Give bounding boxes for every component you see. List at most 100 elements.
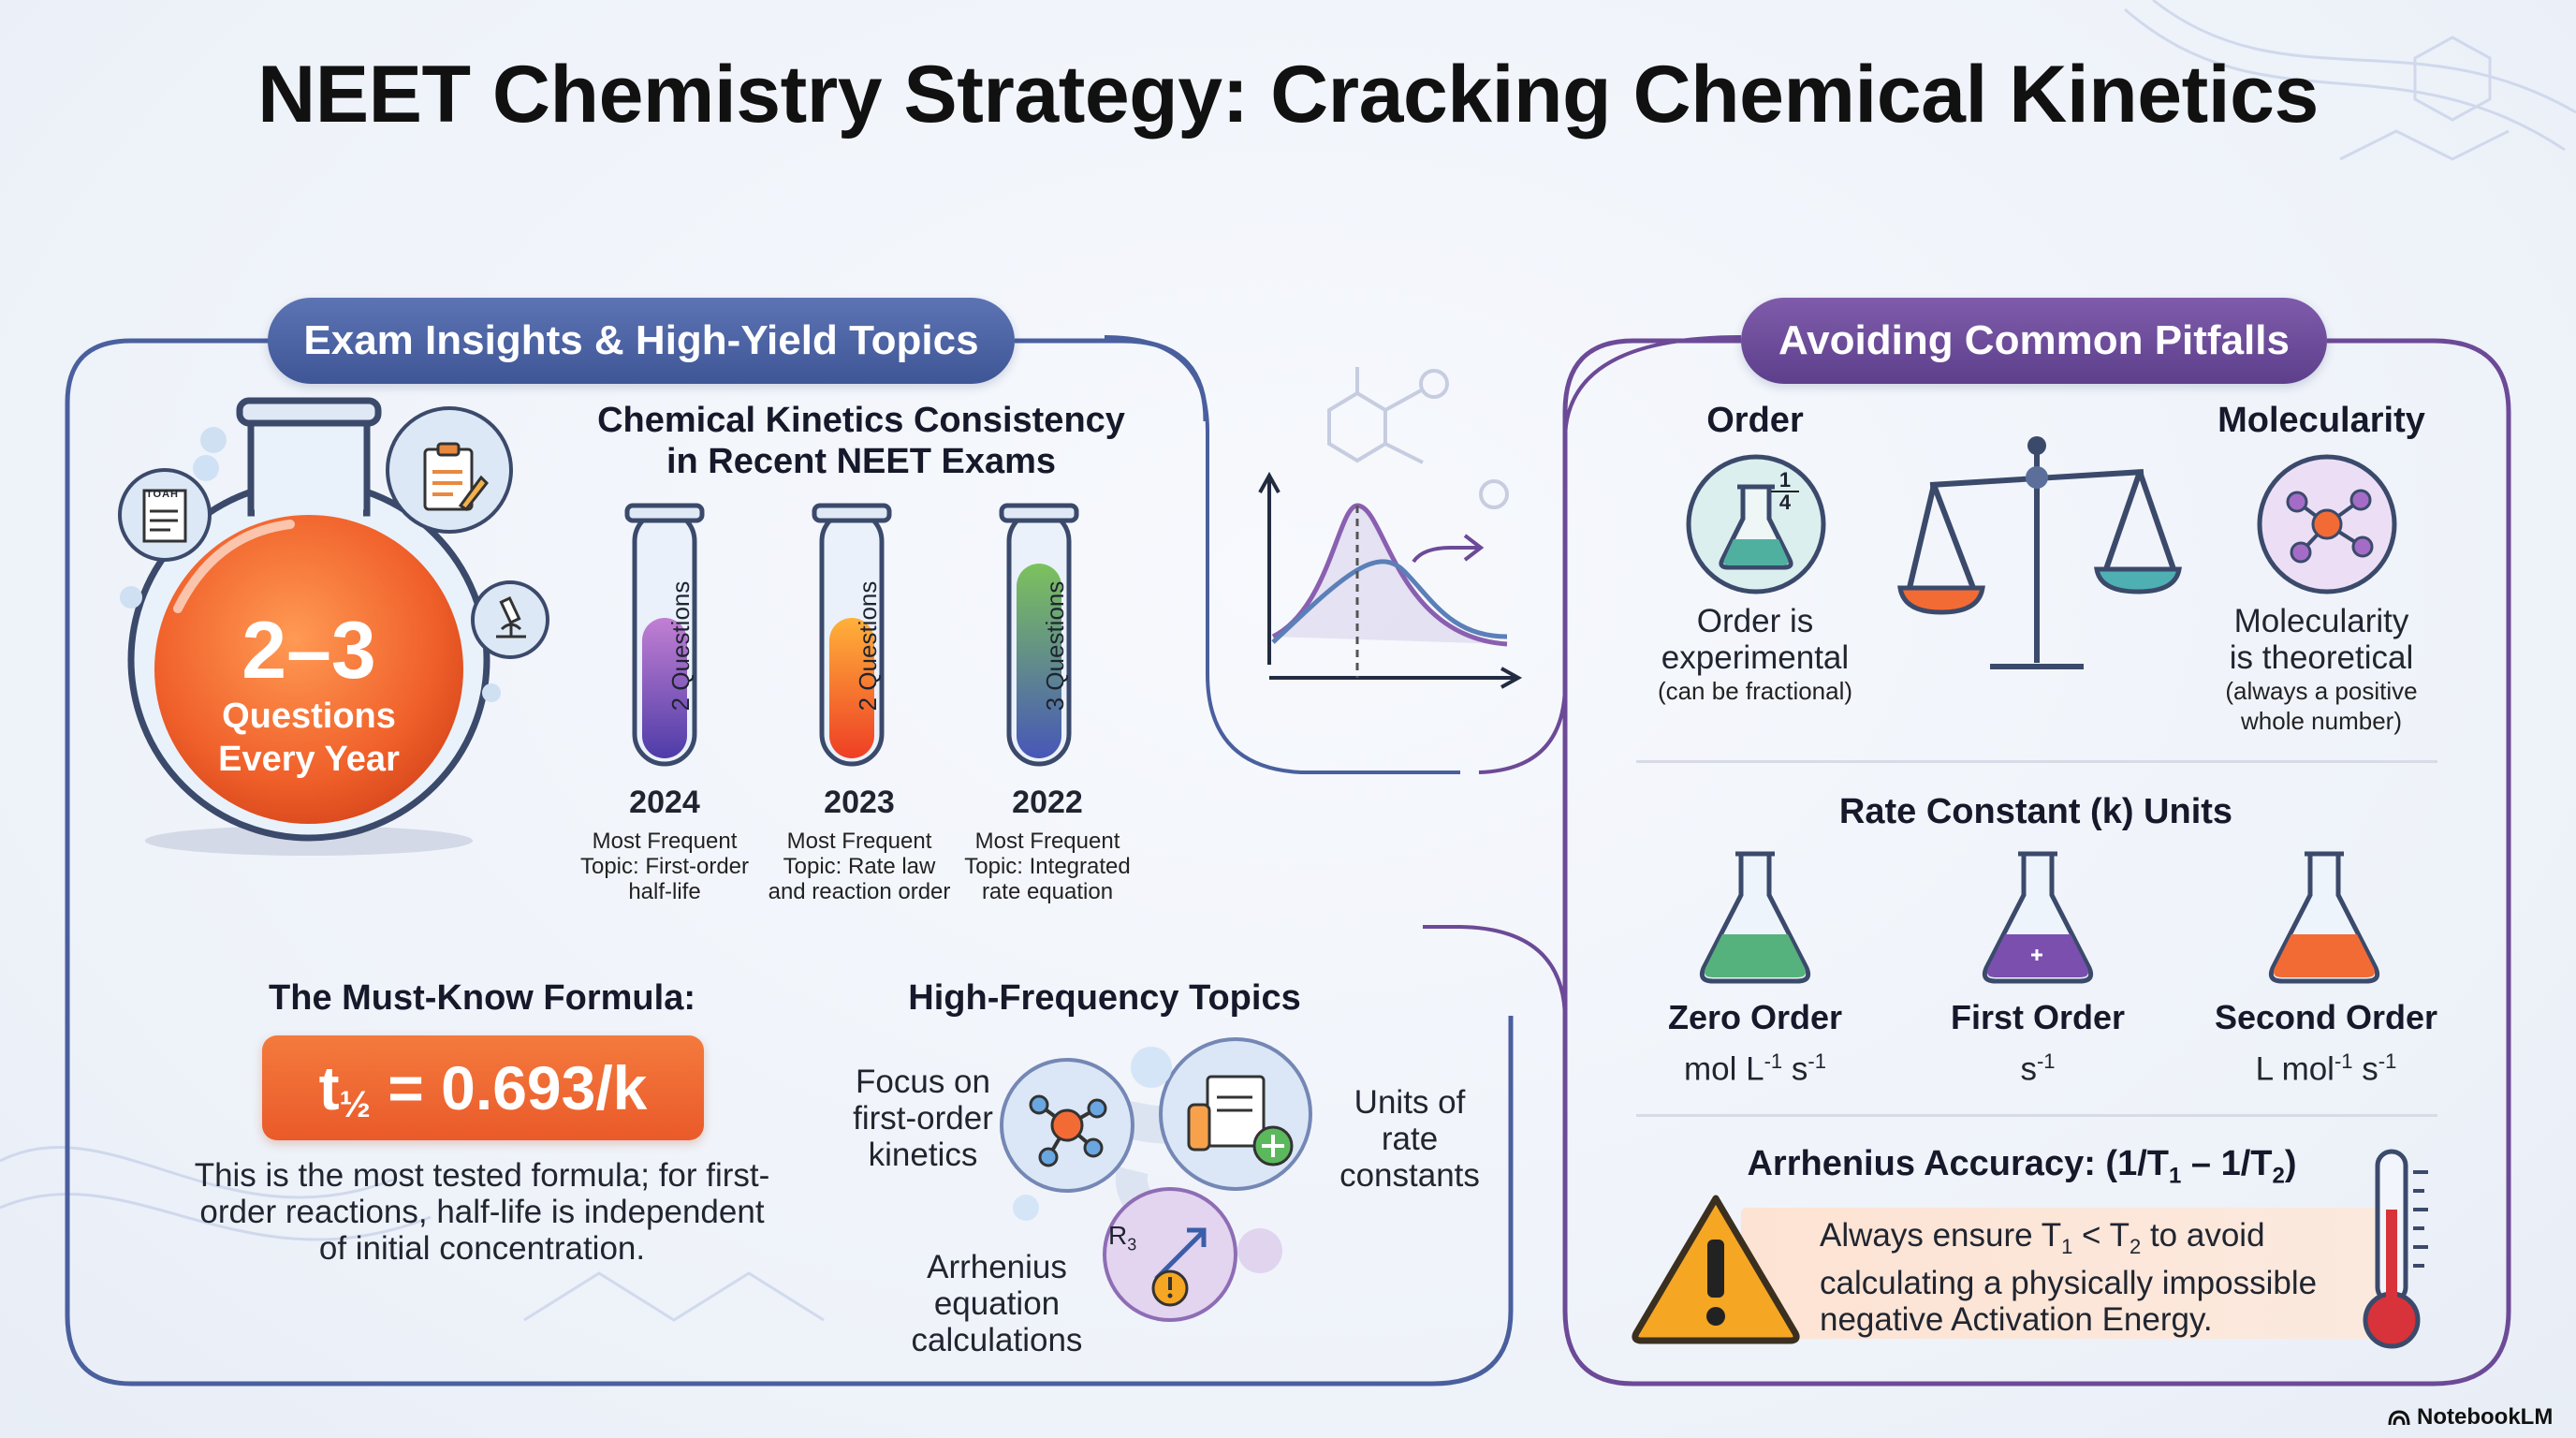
- arrhenius-heading-a: Arrhenius Accuracy: (1/T: [1747, 1144, 2169, 1183]
- formula-desc-line3: of initial concentration.: [318, 1230, 646, 1267]
- topic-units: Units of rate constants: [1307, 1084, 1513, 1194]
- branding: NotebookLM: [2387, 1404, 2574, 1431]
- arrhenius-heading-sub1: 1: [2168, 1163, 2182, 1189]
- topic-bubble-letter: R: [1108, 1221, 1128, 1250]
- order-fraction: 1 4: [1771, 470, 1799, 513]
- arrhenius-heading-c: ): [2284, 1144, 2297, 1183]
- formula-desc-line2: order reactions, half-life is independen…: [199, 1194, 765, 1230]
- first-order-s1: -1: [2036, 1049, 2056, 1073]
- formula-half-subscript: ½: [339, 1083, 371, 1125]
- tube-2024-year: 2024: [629, 785, 700, 820]
- formula-heading: The Must-Know Formula:: [269, 978, 695, 1018]
- reaction-curve-illustration: [1258, 367, 1523, 689]
- notebooklm-logo-icon: [2388, 1410, 2410, 1426]
- tube-2024-questions: 2 Questions: [666, 580, 695, 712]
- topic-bubble-label: R3: [1108, 1221, 1136, 1255]
- first-order-u1: s: [2020, 1050, 2037, 1088]
- formula-description: This is the most tested formula; for fir…: [150, 1157, 814, 1267]
- order-title: Order: [1706, 401, 1804, 440]
- arrhenius-note: Always ensure T1 < T2 to avoid calculati…: [1820, 1217, 2381, 1338]
- page-title: NEET Chemistry Strategy: Cracking Chemic…: [257, 50, 2319, 139]
- tube-2023: [812, 503, 892, 767]
- zero-order-flask-icon: [1699, 851, 1811, 984]
- formula-desc-line1: This is the most tested formula; for fir…: [194, 1157, 770, 1194]
- topic1-line1: Focus on: [856, 1064, 990, 1100]
- molecularity-desc-line2: is theoretical: [2229, 639, 2414, 676]
- bubble-icons: [118, 406, 549, 702]
- topics-heading: High-Frequency Topics: [908, 978, 1301, 1018]
- zero-order-u1: mol L: [1684, 1050, 1764, 1088]
- molecularity-icon: [2257, 454, 2397, 594]
- topic2-line1: Units of: [1354, 1084, 1466, 1121]
- order-desc-line3: (can be fractional): [1657, 677, 1853, 705]
- section-header-pitfalls: Avoiding Common Pitfalls: [1741, 298, 2327, 384]
- tube-2024-topic-l2: Topic: First-order: [579, 854, 750, 879]
- second-order-s1: -1: [2334, 1049, 2353, 1073]
- warning-icon: [1632, 1195, 1800, 1344]
- order-desc-line1: Order is: [1696, 603, 1814, 639]
- tube-2022-topic-l1: Most Frequent: [974, 829, 1120, 854]
- second-order-u1: L mol: [2255, 1050, 2334, 1088]
- topic-arrhenius: Arrhenius equation calculations: [889, 1249, 1105, 1358]
- flask-label-line2: Every Year: [218, 740, 400, 779]
- molecularity-description: Molecularity is theoretical (always a po…: [2181, 603, 2462, 736]
- arrhenius-note-l1a: Always ensure T: [1820, 1217, 2062, 1254]
- topic3-line3: calculations: [911, 1322, 1083, 1358]
- molecularity-desc-line1: Molecularity: [2233, 603, 2409, 639]
- rate-units-heading: Rate Constant (k) Units: [1838, 792, 2233, 831]
- arrhenius-note-l1b: < T: [2072, 1217, 2130, 1254]
- topic-bubble-subscript: 3: [1127, 1235, 1137, 1255]
- topic3-line2: equation: [933, 1285, 1061, 1322]
- arrhenius-note-line3: negative Activation Energy.: [1820, 1301, 2213, 1338]
- clipboard-icon: [423, 442, 490, 512]
- order-fraction-numerator: 1: [1771, 470, 1799, 492]
- tube-2023-topic-l3: and reaction order: [768, 879, 951, 904]
- flask-label-line1: Questions: [222, 697, 396, 736]
- tube-2023-topic-l2: Topic: Rate law: [783, 854, 936, 879]
- zero-order-u2: s: [1782, 1050, 1808, 1088]
- flask-illustration: [127, 397, 490, 856]
- balance-scale-icon: [1897, 436, 2182, 669]
- tube-2024: [624, 503, 705, 767]
- branding-label: NotebookLM: [2417, 1404, 2554, 1430]
- second-order-u2: s: [2352, 1050, 2378, 1088]
- topic3-line1: Arrhenius: [927, 1249, 1067, 1285]
- zero-order-s2: -1: [1808, 1049, 1826, 1073]
- molecularity-title: Molecularity: [2217, 401, 2425, 440]
- thermometer-icon: [2363, 1149, 2428, 1349]
- tube-2023-questions: 2 Questions: [854, 580, 882, 712]
- consistency-title-line2: in Recent NEET Exams: [666, 442, 1057, 481]
- molecularity-desc-line4: whole number): [2241, 707, 2402, 735]
- microscope-icon: [496, 596, 526, 638]
- second-order-flask-icon: [2268, 851, 2380, 984]
- topic-first-order: Focus on first-order kinetics: [820, 1064, 1026, 1173]
- zero-order-s1: -1: [1764, 1049, 1783, 1073]
- order-fraction-denominator: 4: [1778, 491, 1792, 514]
- topic1-line3: kinetics: [868, 1137, 978, 1173]
- arrhenius-heading: Arrhenius Accuracy: (1/T1 – 1/T2): [1676, 1144, 2368, 1190]
- molecularity-desc-line3: (always a positive: [2225, 677, 2418, 705]
- zero-order-name: Zero Order: [1667, 998, 1843, 1036]
- section-header-exam-insights: Exam Insights & High-Yield Topics: [268, 298, 1015, 384]
- zero-order-unit: Zero Order mol L-1 s-1: [1629, 998, 1881, 1088]
- topic1-line2: first-order: [853, 1100, 993, 1137]
- tube-2024-topic-l3: half-life: [628, 879, 701, 904]
- topic2-line3: constants: [1339, 1157, 1480, 1194]
- tube-2023-topic-l1: Most Frequent: [786, 829, 932, 854]
- tube-2024-caption: 2024 Most Frequent Topic: First-order ha…: [562, 785, 768, 904]
- tube-2022-questions: 3 Questions: [1041, 580, 1069, 712]
- topics-bubbles: [1000, 1037, 1312, 1322]
- tube-2022-topic-l2: Topic: Integrated: [964, 854, 1131, 879]
- tube-2022: [999, 503, 1079, 767]
- order-flask-icon: [1686, 454, 1826, 594]
- flask-big-number: 2–3: [242, 606, 376, 696]
- arrhenius-note-line1: Always ensure T1 < T2 to avoid: [1820, 1217, 2381, 1265]
- arrhenius-note-sub2: 2: [2129, 1235, 2142, 1258]
- arrhenius-heading-b: – 1/T: [2181, 1144, 2273, 1183]
- first-order-unit: First Order s-1: [1911, 998, 2164, 1088]
- arrhenius-note-l1c: to avoid: [2141, 1217, 2265, 1254]
- consistency-title-line1: Chemical Kinetics Consistency: [597, 401, 1125, 440]
- topic2-line2: rate: [1381, 1121, 1439, 1157]
- arrhenius-note-sub1: 1: [2061, 1235, 2073, 1258]
